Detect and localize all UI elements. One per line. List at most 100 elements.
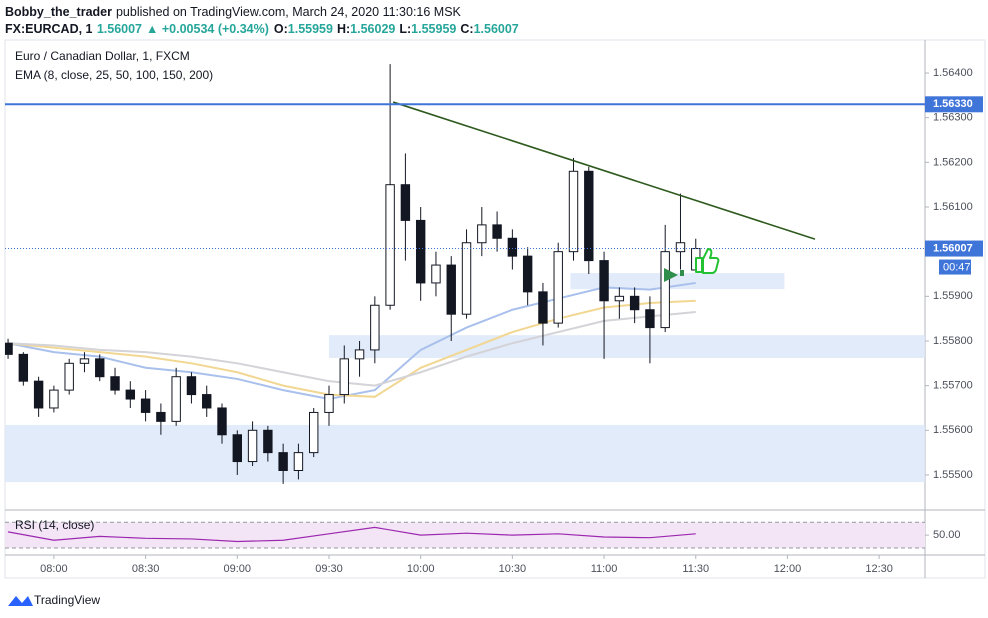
candle-body: [171, 376, 181, 422]
chart-title: Euro / Canadian Dollar, 1, FXCM: [15, 49, 190, 63]
x-tick-label: 12:00: [774, 563, 802, 575]
candle-body: [247, 429, 258, 463]
rsi-band: [5, 522, 925, 548]
y-tick-label: 1.56400: [933, 67, 973, 79]
x-tick-label: 11:00: [591, 563, 618, 575]
candle-body: [354, 349, 365, 360]
y-tick-label: 1.55600: [933, 424, 973, 436]
plot: 1.56400 1.56300 1.56200 1.56100 1.55900 1.558…: [5, 64, 983, 575]
candle-body: [599, 260, 609, 302]
published: published on TradingView.com, March 24, …: [116, 5, 462, 19]
candle-body: [95, 358, 105, 378]
thumbs-up-icon: [695, 248, 720, 274]
change: ▲ +0.00534 (+0.34%): [146, 22, 269, 36]
author: Bobby_the_trader: [5, 5, 112, 19]
zone: [5, 424, 925, 483]
candle-body: [385, 184, 395, 306]
candle-body: [79, 358, 90, 364]
candle-body: [125, 389, 136, 400]
rsi-pane: [5, 521, 925, 549]
y-tick-label: 1.55700: [933, 380, 973, 392]
candle-body: [492, 224, 502, 239]
symbol: FX:EURCAD, 1: [5, 22, 93, 36]
candle-body: [33, 380, 44, 409]
candle-body: [446, 264, 456, 315]
ohlc-value: 1.56007: [474, 22, 519, 36]
candle-body: [645, 309, 655, 329]
y-tick-label: 1.56300: [933, 112, 973, 124]
x-tick-label: 10:30: [499, 563, 527, 575]
candle-body: [568, 170, 579, 253]
candle-body: [202, 394, 212, 409]
x-tick-label: 08:30: [132, 563, 160, 575]
header-line: Bobby_the_trader published on TradingView…: [5, 5, 462, 19]
y-tick-label: 1.55900: [933, 290, 973, 302]
candle-body: [64, 362, 74, 391]
rsi-line: [7, 526, 696, 543]
price-label: 1.56330: [933, 98, 973, 110]
candle-body: [110, 376, 120, 391]
price-label: 1.56007: [933, 242, 973, 254]
rsi-title: RSI (14, close): [15, 518, 94, 532]
y-tick-label: 1.55800: [933, 335, 973, 347]
candle-body: [553, 251, 563, 324]
ema-line: [7, 281, 696, 401]
x-tick-label: 09:00: [224, 563, 252, 575]
candle-body: [477, 224, 487, 244]
candle-body: [522, 255, 533, 293]
candle-body: [461, 242, 472, 315]
y-tick-label: 1.55500: [933, 469, 973, 481]
y-tick-label: 1.56200: [933, 156, 973, 168]
frame: [4, 39, 986, 579]
candle-body: [278, 452, 288, 471]
ohlc-label: O:: [274, 22, 288, 36]
candle-body: [324, 394, 334, 413]
candle-body: [186, 376, 197, 396]
rsi-tick-label: 50.00: [933, 529, 961, 541]
ema-line: [7, 299, 696, 398]
candle-body: [660, 251, 670, 329]
candle-body: [339, 358, 349, 396]
candle-body: [538, 291, 548, 324]
ohlc-label: H:: [337, 22, 350, 36]
indicator-legend: EMA (8, close, 25, 50, 100, 150, 200): [15, 68, 213, 82]
candle-body: [18, 353, 29, 382]
candle-body: [156, 411, 166, 422]
candle-body: [217, 407, 227, 436]
trend-line: [392, 101, 816, 240]
countdown: 00:47: [943, 261, 971, 273]
candle-body: [5, 342, 13, 355]
candle-body: [263, 429, 273, 454]
zone: [328, 335, 925, 358]
ohlc-label: C:: [460, 22, 473, 36]
price-label-box: [925, 240, 983, 257]
candle-body: [232, 434, 242, 463]
quote-line: FX:EURCAD, 1 1.56007 ▲ +0.00534 (+0.34%) O:…: [5, 22, 519, 36]
zone: [570, 273, 785, 290]
x-tick-label: 08:00: [40, 563, 68, 575]
ohlc-label: L:: [399, 22, 411, 36]
x-tick-label: 10:00: [407, 563, 435, 575]
last: 1.56007: [97, 22, 142, 36]
y-tick-label: 1.56100: [933, 201, 973, 213]
main-pane: [5, 64, 925, 484]
x-tick-label: 11:30: [682, 563, 709, 575]
countdown-box: [939, 259, 971, 275]
candle-body: [614, 295, 625, 302]
candle-body: [293, 452, 304, 471]
price-label-box: [925, 96, 983, 113]
candle-body: [140, 398, 151, 413]
candle-body: [507, 237, 518, 257]
candle-body: [49, 389, 59, 409]
arrow-tail: [680, 270, 684, 276]
candle-body: [629, 295, 640, 311]
candle-body: [309, 411, 319, 454]
candle-body: [370, 304, 380, 351]
brand: TradingView: [34, 593, 100, 607]
ohlc-value: 1.55959: [288, 22, 333, 36]
ema-line: [8, 310, 696, 387]
logo-icon: [8, 596, 33, 606]
ohlc-value: 1.56029: [350, 22, 395, 36]
candle-body: [400, 184, 411, 221]
